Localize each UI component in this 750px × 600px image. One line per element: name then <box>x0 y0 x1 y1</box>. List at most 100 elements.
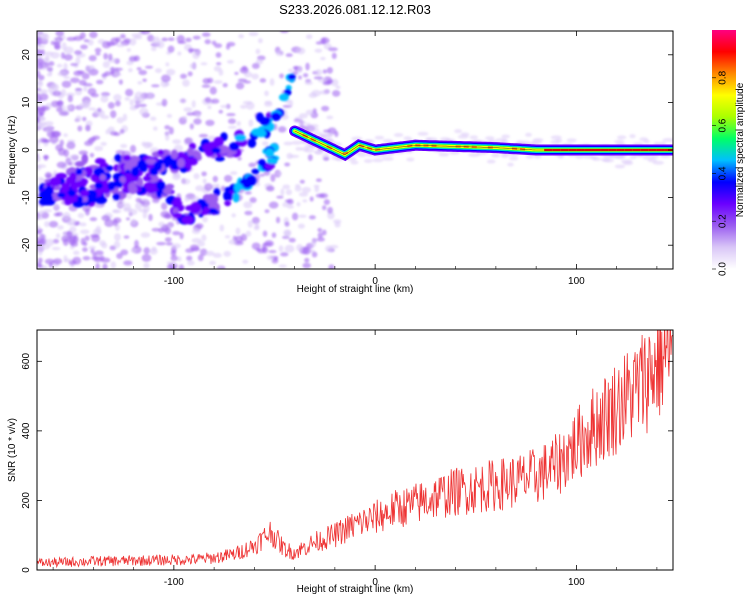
spectrogram-noise-blob <box>204 183 213 191</box>
spectrogram-noise-blob <box>251 62 260 70</box>
spectrogram-noise-blob <box>326 115 334 120</box>
spectrogram-noise-blob <box>197 254 204 262</box>
spectrogram-noise-blob <box>83 39 90 43</box>
spectrogram-branch-blob <box>267 157 278 165</box>
spectrogram-noise-blob <box>178 264 185 269</box>
spectrogram-noise-blob <box>66 92 76 97</box>
spectrogram-noise-blob <box>315 41 323 45</box>
spectrogram-noise-blob <box>226 60 234 64</box>
snr-y-tick-label: 600 <box>21 353 32 370</box>
spectrogram-noise-blob <box>46 72 53 77</box>
spectrogram-noise-blob <box>202 178 207 184</box>
spectrogram-noise-blob <box>259 78 267 83</box>
spectrogram-halo-blob <box>393 133 404 138</box>
spectrogram-noise-blob <box>299 179 305 184</box>
spectrogram-noise-blob <box>100 257 111 263</box>
spectrogram-noise-blob <box>113 240 121 249</box>
spectrogram-branch-blob <box>86 189 98 200</box>
spectrogram-noise-blob <box>53 203 59 210</box>
spectrogram-noise-blob <box>317 232 323 239</box>
spectrogram-halo-blob <box>382 138 393 143</box>
spectrogram-noise-blob <box>167 45 175 53</box>
spectrogram-halo-blob <box>295 146 303 151</box>
spectrogram-noise-blob <box>82 116 87 122</box>
spectrogram-noise-blob <box>66 141 76 150</box>
spectrogram-branch-blob <box>212 194 219 204</box>
spectrogram-noise-blob <box>129 105 137 111</box>
spectrogram-halo-blob <box>351 136 363 141</box>
spectrogram-noise-blob <box>122 113 128 122</box>
spectrogram-noise-blob <box>294 186 302 192</box>
spectrogram-branch-blob <box>156 180 166 191</box>
spectrogram-noise-blob <box>284 230 291 237</box>
spectrogram-noise-blob <box>37 143 41 147</box>
spectrogram-branch-blob <box>49 177 61 187</box>
spectrogram-noise-blob <box>286 152 293 160</box>
spectrogram-noise-blob <box>289 154 300 158</box>
snr-x-label: Height of straight line (km) <box>297 584 414 595</box>
spectrogram-noise-blob <box>182 79 190 87</box>
spectrogram-carrier <box>289 125 673 162</box>
spectrogram-noise-blob <box>187 71 193 77</box>
spectrogram-branch-blob <box>95 196 107 204</box>
spectrogram-noise-blob <box>179 232 184 240</box>
spectrogram-noise-blob <box>184 196 190 202</box>
spectrogram-noise-blob <box>309 196 314 202</box>
spectrogram-noise-blob <box>284 162 291 167</box>
spectrogram-noise-blob <box>243 201 253 209</box>
spectrogram-noise-blob <box>57 225 64 230</box>
spectrogram-noise-blob <box>114 233 121 242</box>
spectrogram-halo-blob <box>659 141 667 146</box>
spectrogram-noise-blob <box>164 125 171 130</box>
spectrogram-noise-blob <box>328 264 335 269</box>
spectrogram-noise-blob <box>205 250 215 256</box>
spectrogram-noise-blob <box>164 82 170 87</box>
spectrogram-halo-blob <box>382 156 394 161</box>
spectrogram-noise-blob <box>212 175 219 183</box>
spectrogram-noise-blob <box>69 154 80 159</box>
spectrogram-noise-blob <box>324 245 333 253</box>
spectrogram-noise-blob <box>37 237 42 245</box>
spectrogram-noise-blob <box>37 139 42 144</box>
spectrogram-halo-blob <box>457 134 469 139</box>
spectrogram-x-tick-label: 100 <box>568 276 585 287</box>
spectrogram-noise-blob <box>114 72 122 77</box>
spectrogram-noise-blob <box>204 39 211 45</box>
spectrogram-noise-blob <box>83 241 88 247</box>
spectrogram-halo-blob <box>602 158 615 163</box>
spectrogram-noise-blob <box>236 120 241 127</box>
spectrogram-noise-blob <box>37 154 40 162</box>
spectrogram-noise-blob <box>278 264 287 268</box>
spectrogram-noise-blob <box>280 252 289 257</box>
spectrogram-noise-blob <box>108 53 113 61</box>
spectrogram-noise-blob <box>223 174 233 183</box>
spectrogram-y-tick-label: 20 <box>21 49 32 61</box>
spectrogram-noise-blob <box>326 67 333 74</box>
spectrogram-noise-blob <box>56 106 63 113</box>
spectrogram-noise-blob <box>242 100 253 105</box>
spectrogram-halo-blob <box>309 124 319 129</box>
spectrogram-noise-blob <box>213 80 223 84</box>
spectrogram-noise-blob <box>281 235 290 239</box>
spectrogram-noise-blob <box>102 61 110 68</box>
spectrogram-noise-blob <box>89 217 98 222</box>
spectrogram-branch-blob <box>224 200 231 207</box>
spectrogram-noise-blob <box>199 248 208 256</box>
spectrogram-noise-blob <box>202 77 211 84</box>
snr-y-label: SNR (10 * v/v) <box>7 418 18 482</box>
spectrogram-noise-blob <box>302 246 312 255</box>
spectrogram-noise-blob <box>142 211 148 219</box>
spectrogram-noise-blob <box>66 36 77 42</box>
spectrogram-noise-blob <box>88 107 96 111</box>
spectrogram-noise-blob <box>238 34 245 39</box>
spectrogram-noise-blob <box>95 263 100 269</box>
spectrogram-noise-blob <box>110 37 119 46</box>
spectrogram-noise-blob <box>120 33 126 39</box>
spectrogram-branch-blob <box>266 123 275 132</box>
spectrogram-noise-blob <box>38 210 44 215</box>
spectrogram-noise-blob <box>230 171 238 175</box>
spectrogram-noise-blob <box>125 217 130 221</box>
spectrogram-branches <box>38 73 296 225</box>
spectrogram-noise-blob <box>69 226 77 233</box>
